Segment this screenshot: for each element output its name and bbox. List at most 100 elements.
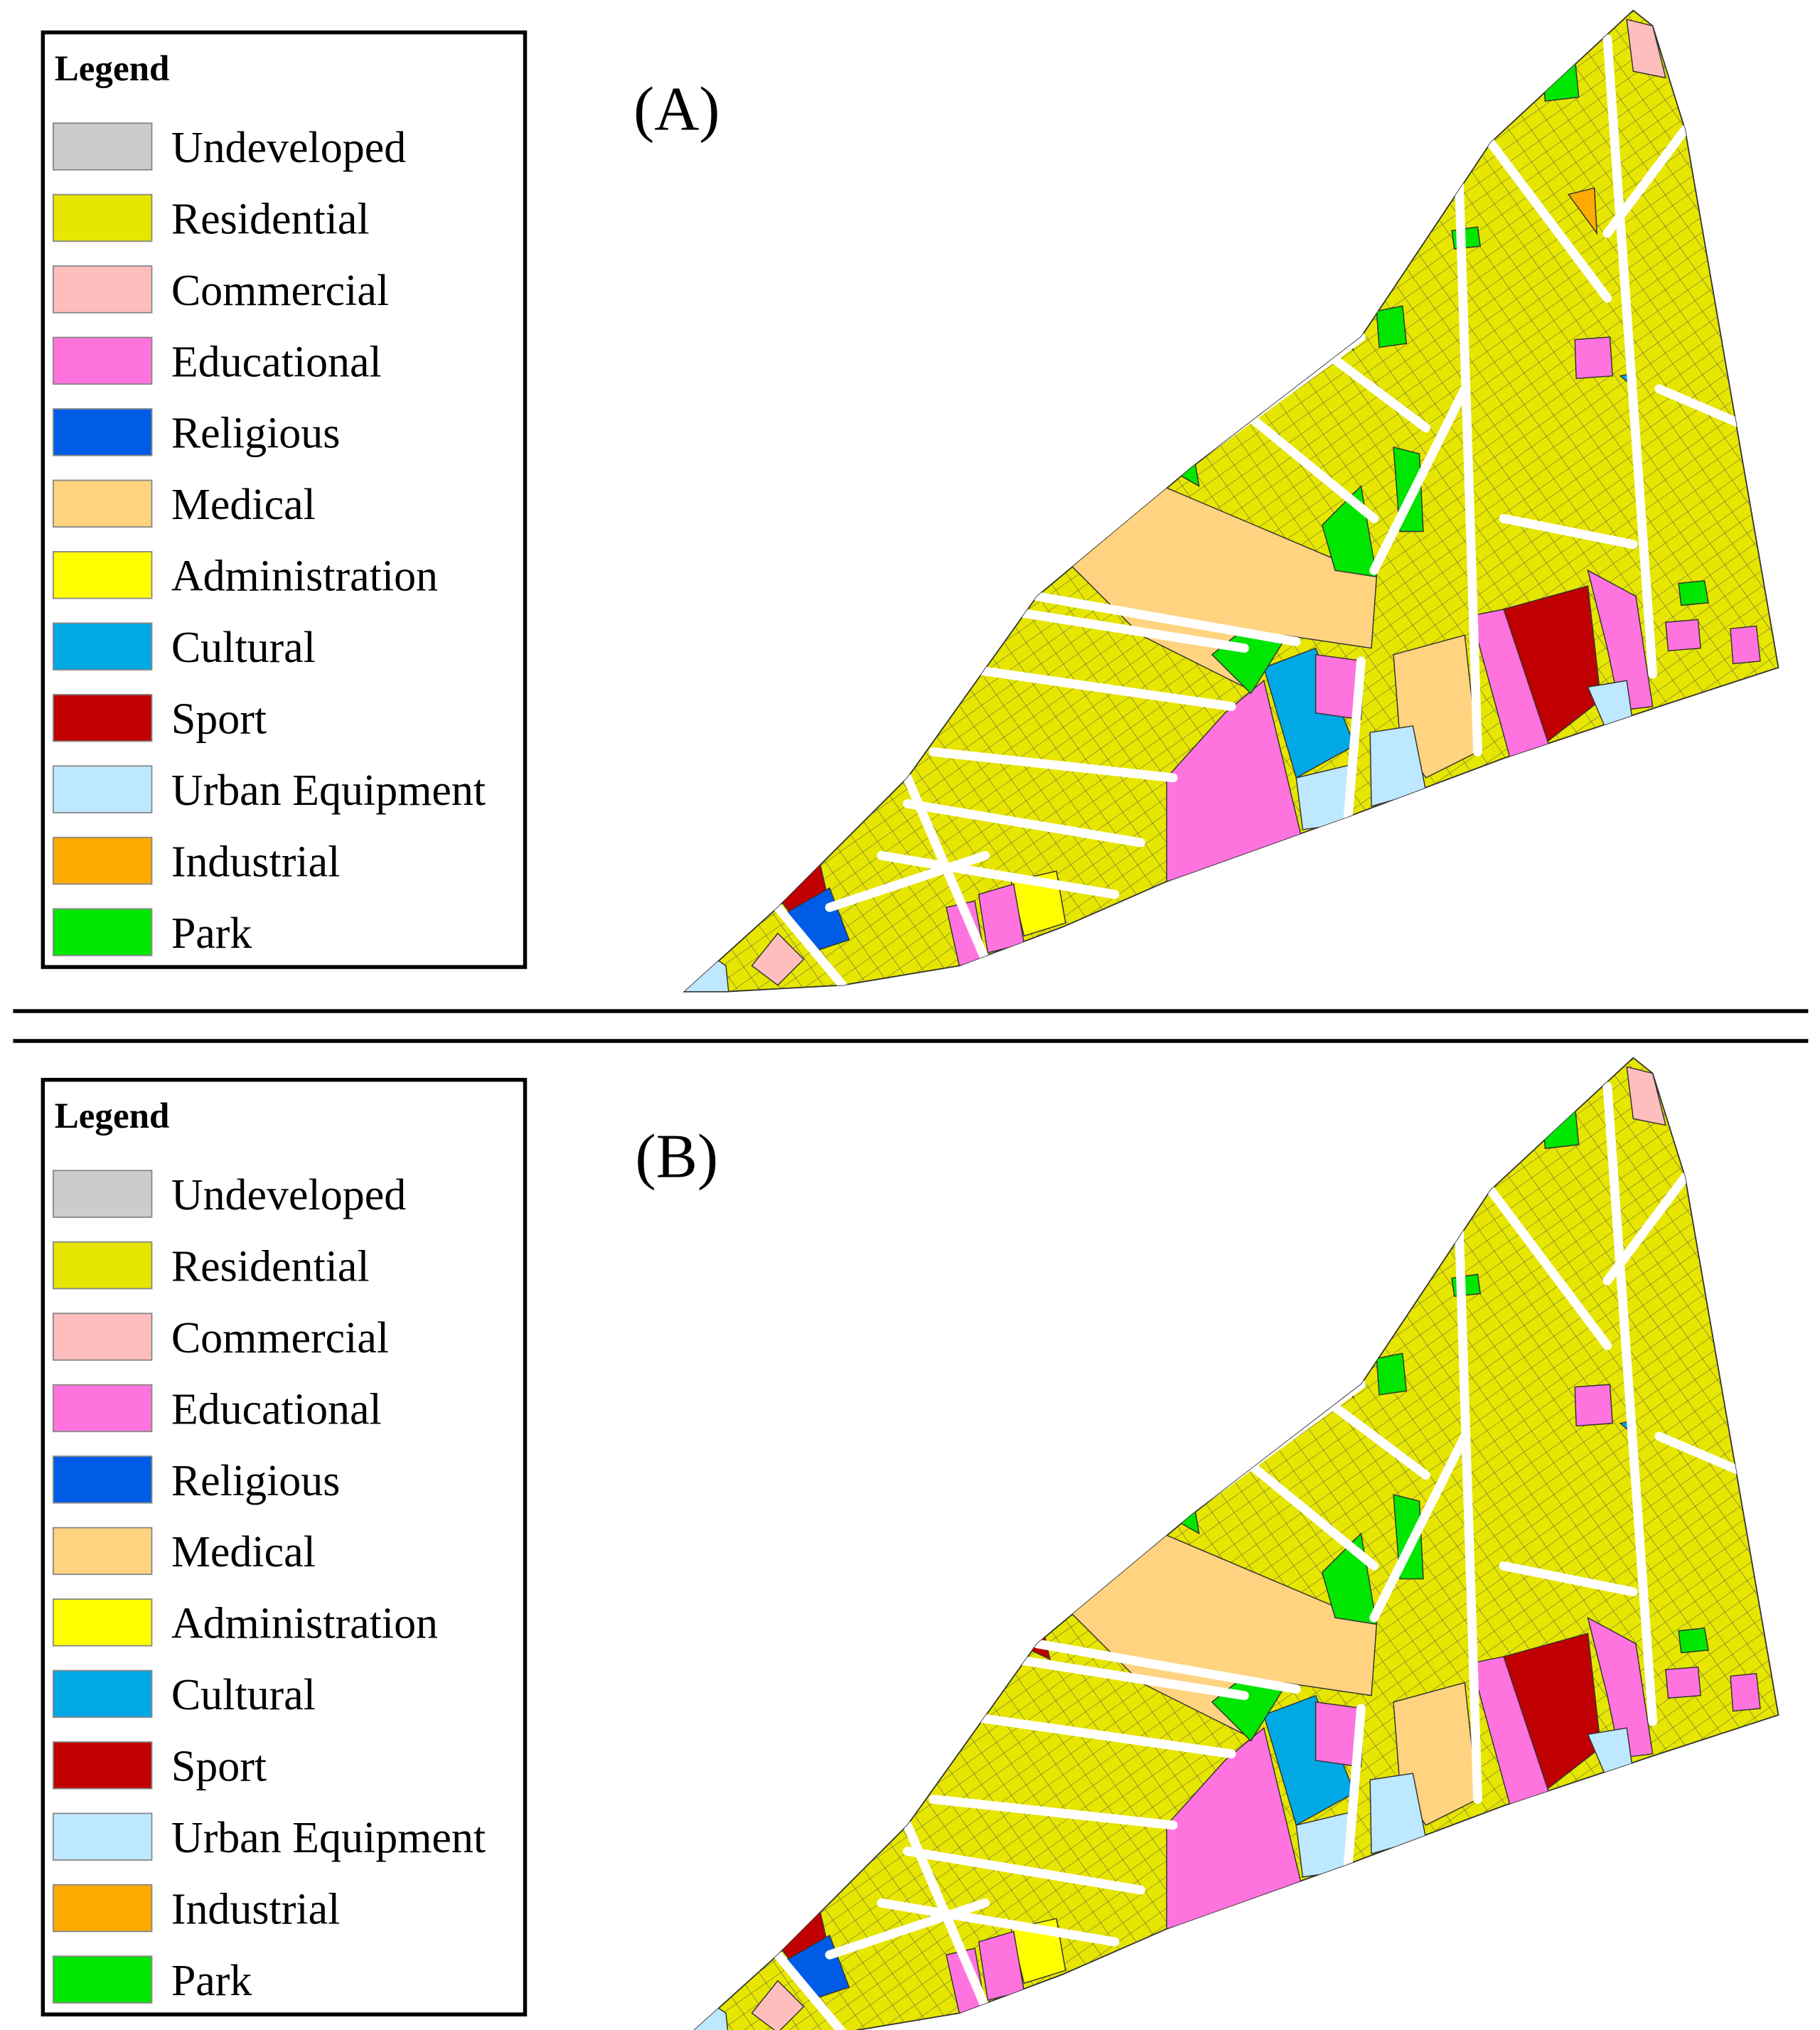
road (825, 850, 990, 912)
land-use-block (1376, 1352, 1408, 1396)
land-use-block (1574, 1384, 1613, 1427)
land-use-block (1730, 625, 1761, 665)
legend-label: Undeveloped (171, 1171, 406, 1219)
legend-label: Administration (171, 1600, 438, 1648)
legend-swatch (53, 122, 153, 171)
land-use-blocks (684, 18, 1761, 992)
legend-swatch (53, 193, 153, 242)
map (684, 1057, 1779, 2030)
legend-swatch (53, 1884, 153, 1933)
legend-label: Industrial (171, 1886, 341, 1934)
legend-swatch (53, 1670, 153, 1718)
road (1453, 151, 1482, 757)
legend-label: Religious (171, 1457, 341, 1505)
legend-swatch (53, 693, 153, 742)
road (1032, 1639, 1301, 1694)
panel-label: (A) (633, 74, 719, 143)
legend-swatch (53, 1527, 153, 1576)
legend-label: Religious (171, 410, 341, 458)
land-use-block (1315, 653, 1364, 720)
legend-swatch (53, 1741, 153, 1790)
legend-swatch (53, 1170, 153, 1218)
road (1226, 1444, 1379, 1571)
road (954, 1710, 1236, 1759)
legend-label: Residential (171, 195, 370, 243)
land-use-block (855, 744, 902, 791)
road (877, 850, 1120, 899)
legend-label: Educational (171, 1385, 382, 1433)
road (1032, 592, 1301, 646)
legend-label: Administration (171, 552, 438, 601)
road (1654, 384, 1755, 433)
road (1602, 124, 1690, 238)
land-use-block (1626, 1066, 1666, 1126)
map (682, 9, 1779, 993)
legend-swatch (53, 1455, 153, 1504)
road (902, 1847, 1145, 1895)
road (1317, 1392, 1430, 1480)
road (1343, 656, 1366, 821)
road (902, 773, 990, 964)
legend-swatch (53, 1241, 153, 1290)
legend-label: Cultural (171, 624, 316, 672)
road (993, 1652, 1249, 1701)
road (825, 1898, 990, 1960)
road (1499, 1561, 1638, 1597)
road (773, 1950, 847, 2030)
road (928, 747, 1178, 783)
land-use-block (1587, 569, 1654, 711)
legend-label: Medical (171, 481, 316, 529)
land-use-block (855, 1792, 902, 1839)
legend-swatch (53, 765, 153, 813)
road (1486, 1185, 1612, 1350)
road (1602, 1081, 1658, 1726)
road (954, 663, 1236, 711)
legend-swatch (53, 479, 153, 528)
legend-swatch (53, 836, 153, 885)
land-use-block (1574, 336, 1613, 380)
legend-swatch (53, 1955, 153, 2004)
legend-swatch (53, 336, 153, 385)
legend-swatch (53, 1598, 153, 1647)
roads (773, 1081, 1755, 2030)
roads (773, 34, 1755, 990)
land-use-block (1166, 679, 1304, 882)
road (1369, 1431, 1470, 1623)
legend-swatch (53, 551, 153, 599)
road (993, 604, 1249, 653)
legend-label: Residential (171, 1242, 370, 1291)
road (877, 1898, 1120, 1947)
road (902, 1820, 990, 2012)
land-use-block (1451, 226, 1481, 250)
land-use-block (1730, 1672, 1761, 1712)
land-use-block (1587, 1616, 1654, 1758)
legend-swatch (53, 622, 153, 671)
legend-label: Sport (171, 695, 267, 744)
land-use-block (1567, 187, 1598, 235)
land-use-block (751, 1980, 805, 2030)
land-use-block (1678, 1628, 1709, 1654)
panel-label: (B) (636, 1121, 719, 1190)
land-use-block (1315, 1701, 1364, 1768)
land-use-block (1376, 305, 1408, 348)
legend-label: Industrial (171, 838, 341, 886)
land-use-block (1626, 18, 1666, 79)
land-use-block (1541, 1105, 1580, 1150)
road (1369, 384, 1470, 575)
road (1317, 345, 1430, 433)
legend-label: Undeveloped (171, 124, 406, 172)
legend-label: Educational (171, 338, 382, 386)
road (1453, 1198, 1482, 1804)
road (1499, 513, 1638, 550)
legend-title: Legend (55, 1096, 170, 1136)
road (1343, 1704, 1366, 1869)
legend-swatch (53, 265, 153, 314)
land-use-block (1451, 1273, 1481, 1297)
legend-swatch (53, 908, 153, 956)
road (1654, 1431, 1755, 1480)
road (902, 798, 1145, 848)
